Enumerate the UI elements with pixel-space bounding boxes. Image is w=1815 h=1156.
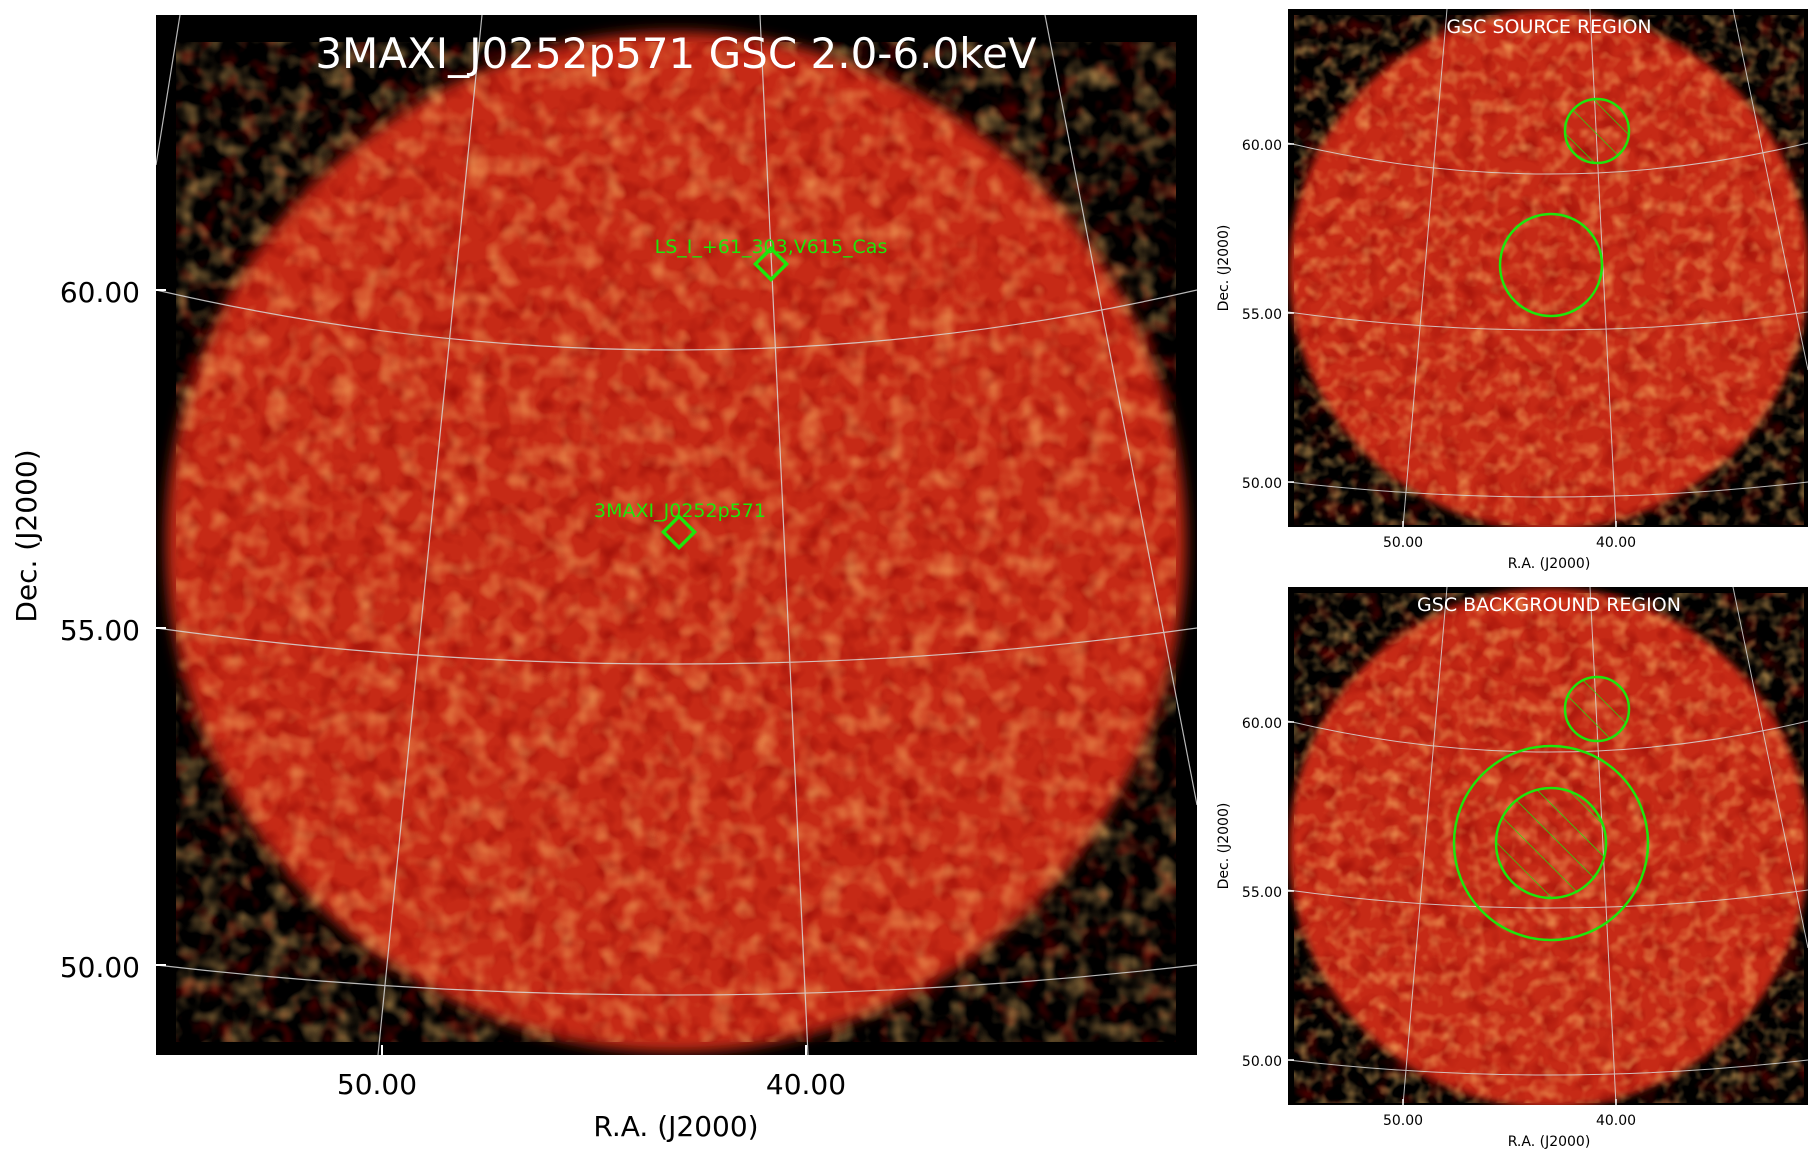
main-ytick-60: 60.00	[60, 276, 140, 309]
main-map-panel: LS_I_+61_303,V615_Cas 3MAXI_J0252p571 3M…	[10, 15, 1197, 1143]
background-ytick-50: 50.00	[1242, 1054, 1282, 1070]
main-xtick-40: 40.00	[766, 1068, 846, 1101]
source-coordinate-grid	[1288, 9, 1808, 527]
main-title: 3MAXI_J0252p571 GSC 2.0-6.0keV	[315, 29, 1037, 78]
source-xtick-50: 50.00	[1383, 535, 1423, 551]
maxi-source-marker	[660, 513, 698, 551]
main-axis-ticks	[156, 289, 807, 1055]
main-ytick-55: 55.00	[60, 614, 140, 647]
background-ytick-60: 60.00	[1242, 716, 1282, 732]
background-exclusion-region-small	[1563, 675, 1631, 743]
background-axis-ticks	[1288, 721, 1617, 1105]
source-region-panel: GSC SOURCE REGION 60.00 55.00 50.00 50.0…	[1216, 9, 1808, 572]
source-panel-title: GSC SOURCE REGION	[1446, 16, 1651, 38]
source-ylabel: Dec. (J2000)	[1216, 225, 1232, 312]
maxi-source-label: 3MAXI_J0252p571	[594, 500, 766, 522]
main-xtick-50: 50.00	[337, 1068, 417, 1101]
main-coordinate-grid	[156, 15, 1197, 1055]
source-axis-ticks	[1288, 143, 1617, 527]
main-ylabel: Dec. (J2000)	[10, 449, 43, 622]
background-region-panel: GSC BACKGROUND REGION 60.00 55.00 50.00 …	[1216, 587, 1808, 1150]
background-annulus-outer	[1452, 744, 1650, 942]
source-exclusion-region	[1563, 97, 1631, 165]
background-xlabel: R.A. (J2000)	[1508, 1134, 1591, 1150]
source-bright-texture	[1294, 15, 1804, 525]
source-ytick-60: 60.00	[1242, 138, 1282, 154]
source-ytick-50: 50.00	[1242, 476, 1282, 492]
source-xtick-40: 40.00	[1596, 535, 1636, 551]
background-xtick-40: 40.00	[1596, 1113, 1636, 1129]
lsi-61-303-label: LS_I_+61_303,V615_Cas	[655, 236, 888, 258]
lsi-61-303-marker	[752, 245, 790, 283]
main-xlabel: R.A. (J2000)	[593, 1110, 758, 1143]
main-bright-texture	[176, 42, 1176, 1042]
background-ytick-55: 55.00	[1242, 885, 1282, 901]
source-extraction-region	[1498, 212, 1604, 318]
source-ytick-55: 55.00	[1242, 307, 1282, 323]
background-panel-title: GSC BACKGROUND REGION	[1417, 594, 1681, 616]
background-exclusion-region-inner	[1494, 786, 1608, 900]
background-ylabel: Dec. (J2000)	[1216, 803, 1232, 890]
source-xlabel: R.A. (J2000)	[1508, 556, 1591, 572]
background-xtick-50: 50.00	[1383, 1113, 1423, 1129]
main-ytick-50: 50.00	[60, 951, 140, 984]
